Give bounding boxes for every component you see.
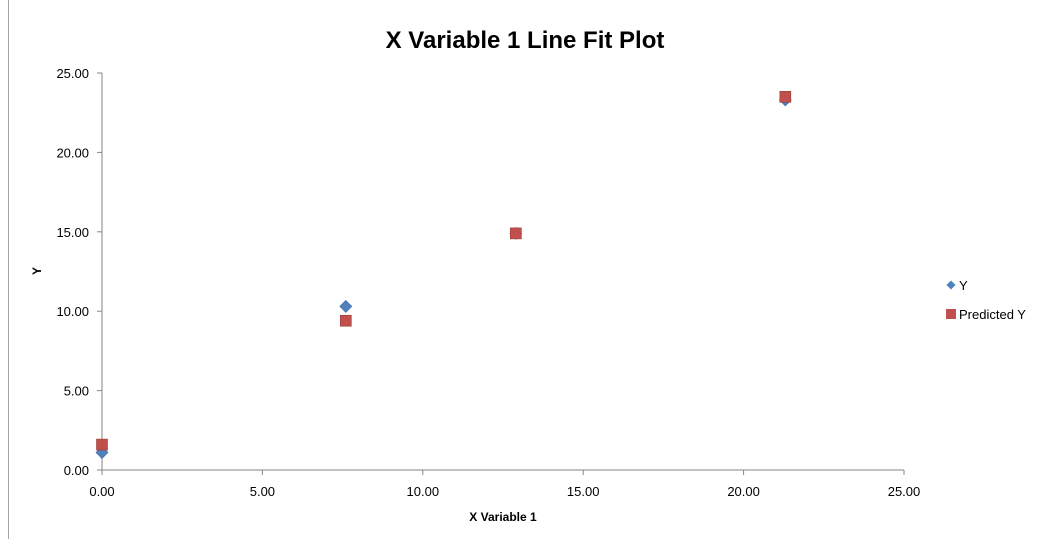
legend-marker bbox=[946, 309, 956, 319]
x-tick-label: 0.00 bbox=[89, 484, 114, 499]
data-points bbox=[95, 91, 792, 459]
legend: Y Predicted Y bbox=[946, 278, 1026, 322]
y-tick-label: 15.00 bbox=[56, 225, 89, 240]
y-tick-label: 5.00 bbox=[64, 384, 89, 399]
y-tick-label: 20.00 bbox=[56, 145, 89, 160]
chart-title: X Variable 1 Line Fit Plot bbox=[386, 27, 665, 54]
predicted-y-point bbox=[779, 91, 792, 103]
x-tick-label: 10.00 bbox=[407, 484, 440, 499]
x-tick-label: 25.00 bbox=[888, 484, 921, 499]
x-tick-label: 5.00 bbox=[250, 484, 275, 499]
chart-frame bbox=[8, 0, 1039, 539]
x-axis-title: X Variable 1 bbox=[469, 510, 537, 524]
tick-labels: 0.00 5.00 10.00 15.00 20.00 25.00 0.00 5.00 10.0… bbox=[56, 66, 920, 499]
y-axis-title: Y bbox=[30, 267, 44, 275]
y-tick-label: 10.00 bbox=[56, 304, 89, 319]
predicted-y-point bbox=[96, 438, 108, 451]
x-tick-label: 20.00 bbox=[727, 484, 760, 499]
axes bbox=[97, 72, 905, 475]
legend-marker bbox=[946, 280, 956, 290]
predicted-y-point bbox=[340, 314, 352, 327]
x-tick-label: 15.00 bbox=[567, 484, 600, 499]
predicted-y-point bbox=[510, 227, 522, 240]
y-point bbox=[339, 300, 353, 313]
legend-label: Y bbox=[959, 278, 968, 293]
y-tick-label: 0.00 bbox=[64, 463, 89, 478]
y-tick-label: 25.00 bbox=[56, 66, 89, 81]
legend-label: Predicted Y bbox=[959, 307, 1026, 322]
